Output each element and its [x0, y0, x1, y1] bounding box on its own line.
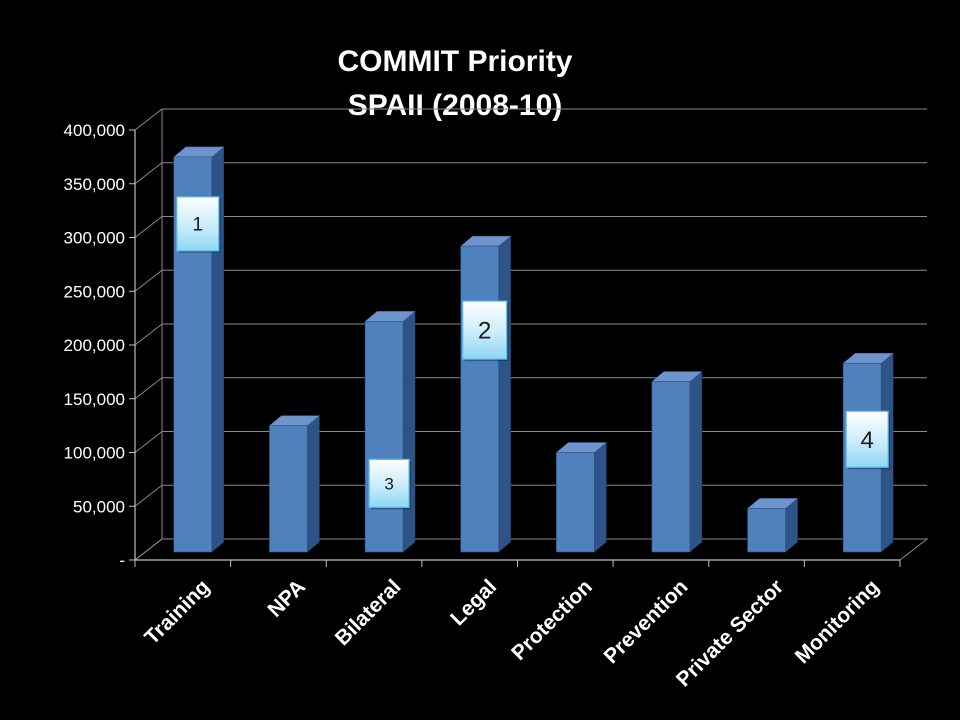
bar-legal: [459, 235, 512, 553]
chart-subtitle: SPAII (2008-10): [347, 89, 563, 122]
rank-label: 3: [384, 474, 393, 493]
rank-label: 4: [861, 427, 874, 454]
bar-side: [402, 310, 416, 553]
rank-label: 1: [193, 215, 204, 236]
chart-title-block: COMMIT Priority SPAII (2008-10): [0, 40, 910, 128]
y-tick-label: 150,000: [64, 390, 125, 409]
x-category-label: Monitoring: [791, 575, 884, 668]
bar: [364, 321, 404, 553]
bar-side: [689, 371, 703, 553]
rank-box: [368, 458, 410, 508]
y-tick-label: 300,000: [64, 229, 125, 248]
y-tick-label: 100,000: [64, 444, 125, 463]
rank-annotation-2: 2: [462, 300, 509, 362]
bar-side: [307, 415, 320, 553]
grid-diagonal: [134, 431, 163, 453]
x-category-label: Bilateral: [331, 575, 406, 650]
x-category-label: Training: [140, 575, 214, 649]
y-tick-label: 350,000: [64, 175, 125, 194]
y-tick-label: 250,000: [64, 282, 125, 301]
bar-bilateral: [364, 310, 416, 553]
chart-title: COMMIT Priority: [337, 45, 573, 78]
bar-npa: [268, 415, 321, 553]
grid-layer: [133, 108, 929, 561]
x-category-label: Protection: [507, 575, 597, 665]
bar-layer: [173, 146, 894, 553]
y-tick-label: 200,000: [64, 336, 125, 355]
grid-diagonal: [134, 377, 163, 400]
axis-layer: [129, 129, 901, 567]
x-category-label: Prevention: [599, 575, 692, 668]
bar: [651, 381, 691, 553]
rank-box: [462, 300, 508, 360]
bar-prevention: [651, 371, 703, 553]
grid-diagonal: [134, 323, 163, 346]
grid-diagonal: [134, 484, 163, 507]
y-tick-label: 400,000: [64, 121, 125, 140]
x-category-label: Legal: [446, 575, 501, 630]
y-tick-label: 50,000: [73, 497, 125, 516]
bar: [269, 425, 308, 553]
bar: [556, 452, 595, 553]
bar-side: [498, 235, 511, 553]
grid-diagonal: [134, 216, 163, 238]
bar-private-sector: [746, 497, 799, 553]
bar-side: [594, 441, 607, 553]
x-category-label: NPA: [263, 575, 310, 622]
bar: [747, 508, 786, 553]
rank-box: [176, 196, 220, 252]
bar: [460, 245, 499, 553]
grid-diagonal: [134, 162, 163, 185]
rank-annotation-1: 1: [176, 196, 221, 253]
rank-box: [845, 410, 889, 468]
rank-annotation-4: 4: [845, 410, 891, 470]
bar-protection: [555, 441, 608, 553]
chart-floor: [133, 538, 929, 561]
rank-label: 2: [478, 318, 491, 345]
grid-diagonal: [134, 108, 163, 131]
y-tick-label: -: [119, 551, 125, 570]
rank-annotation-3: 3: [368, 458, 412, 510]
grid-diagonal: [134, 269, 163, 292]
